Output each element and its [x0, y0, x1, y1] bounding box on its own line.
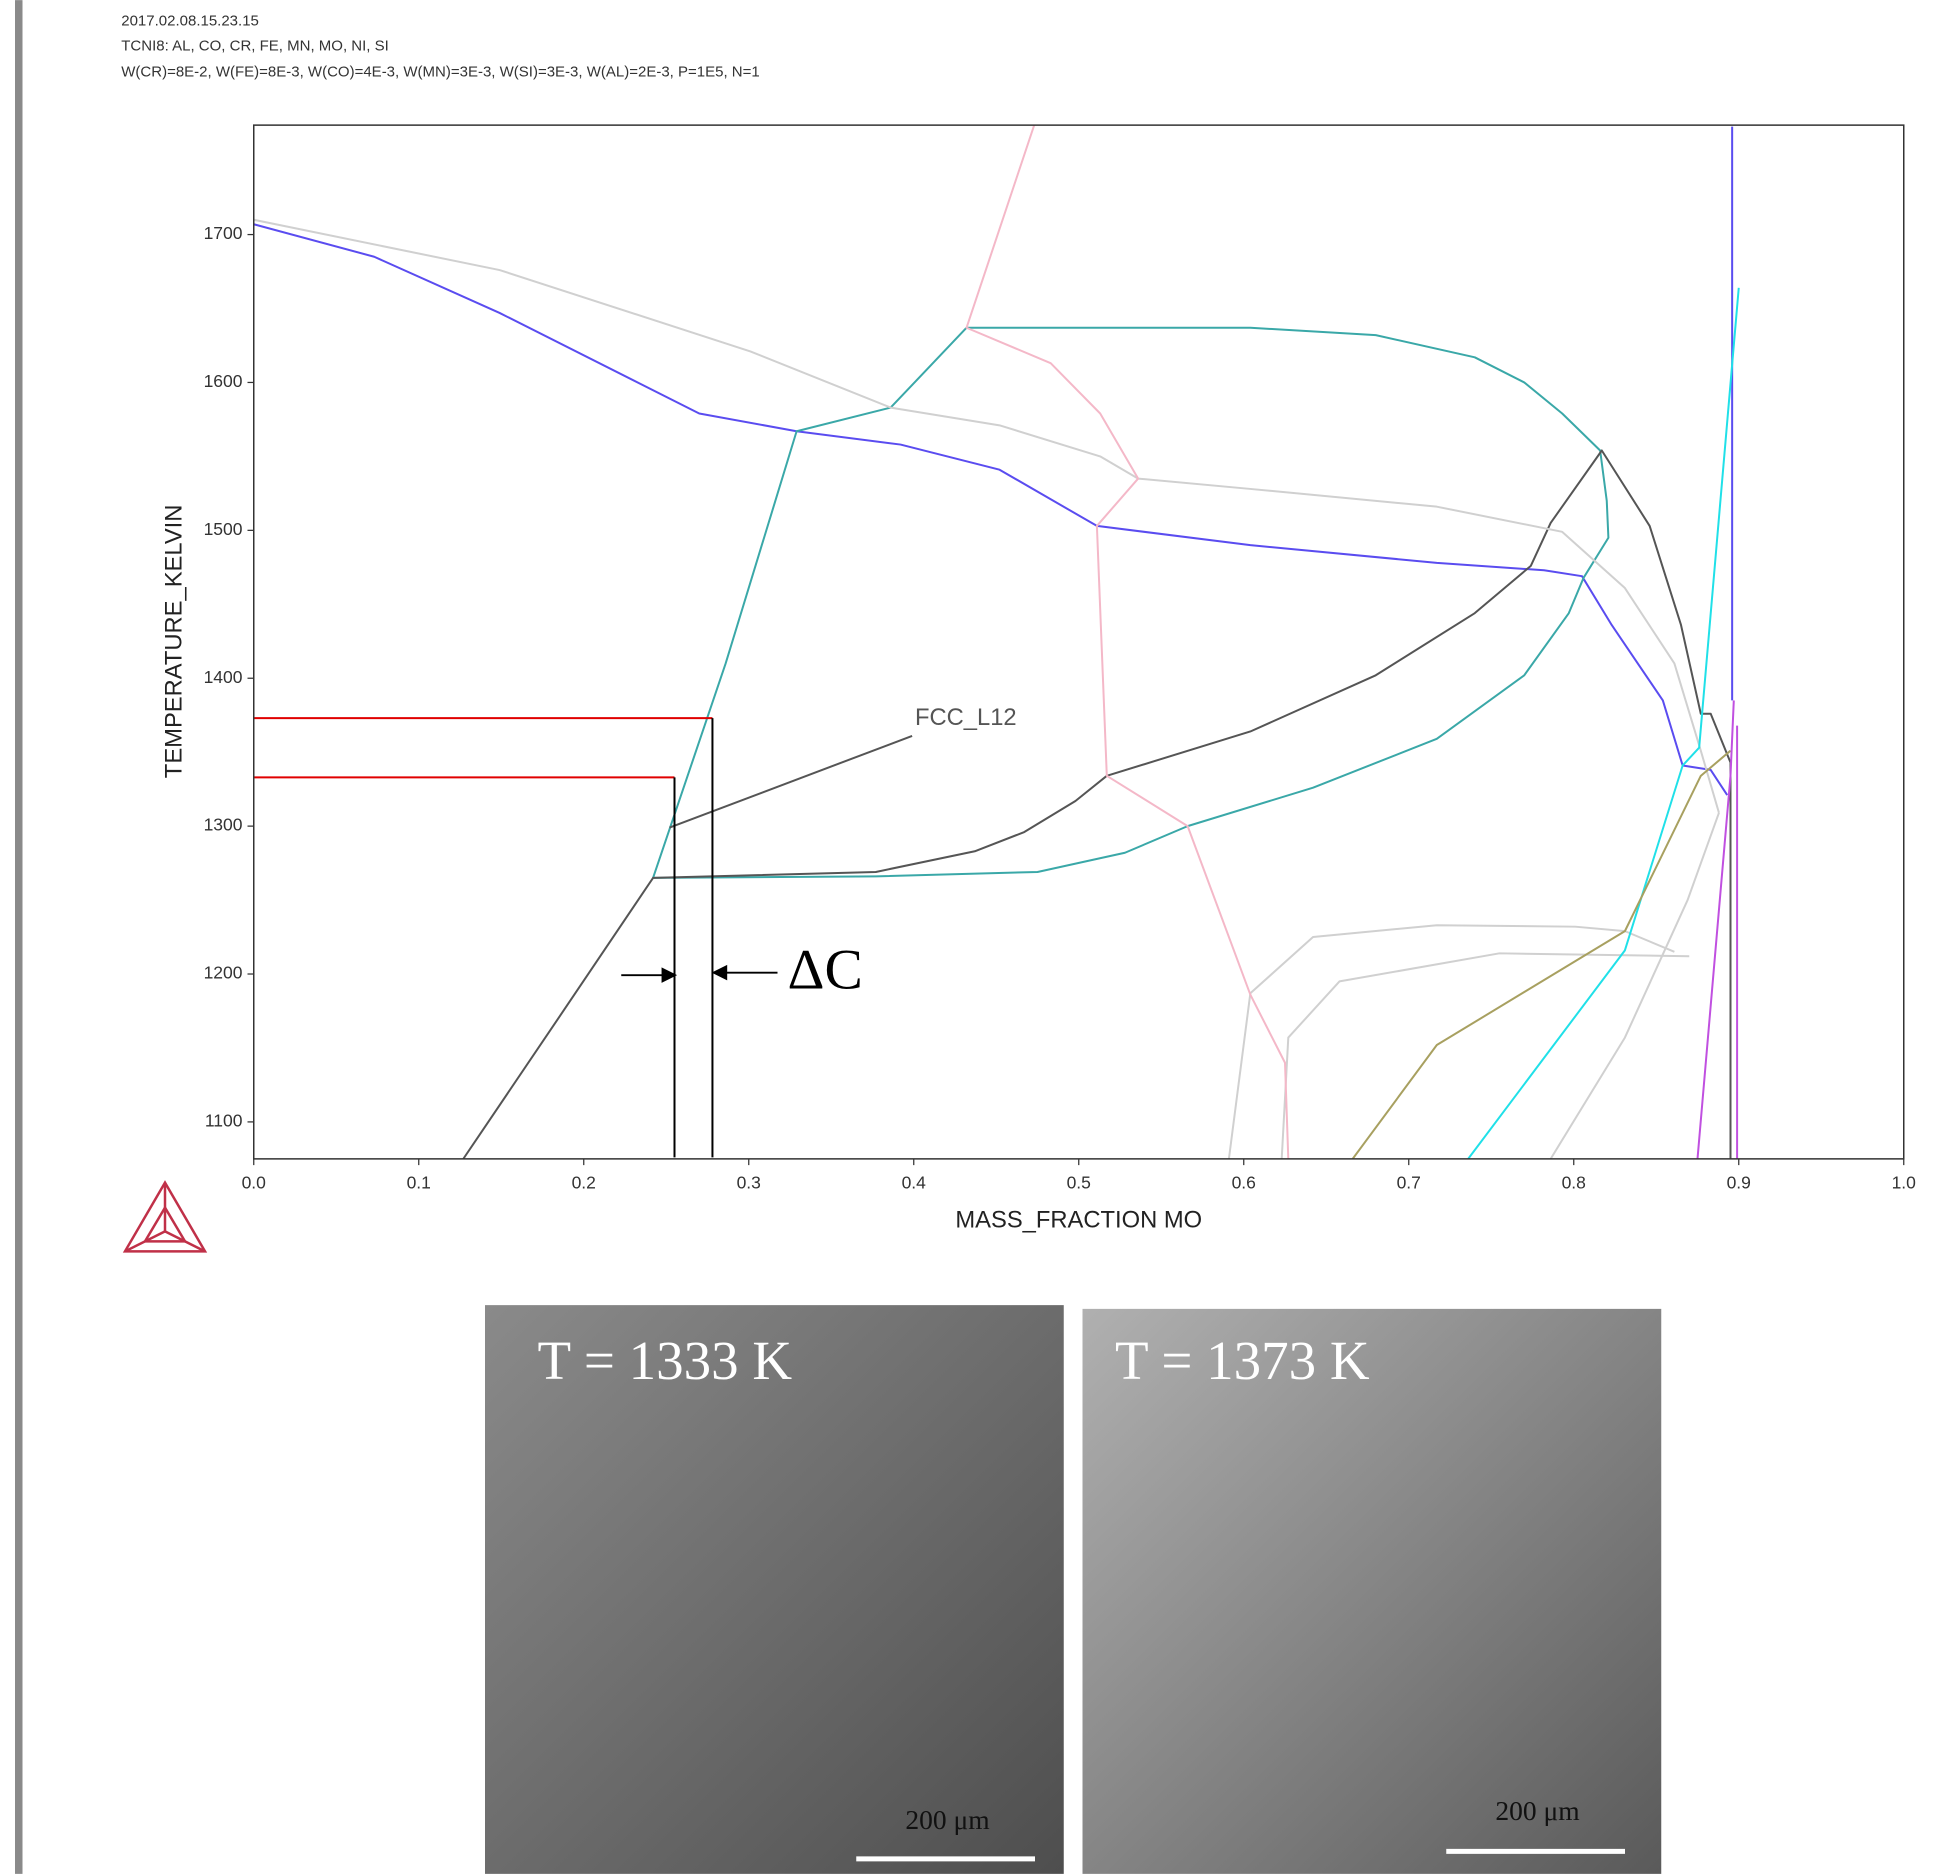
y-tick-label: 1200: [204, 963, 243, 983]
plot: 0.0 0.1 0.2 0.3 0.4 0.5 0.6 0.7 0.8 0.9 1.0 1100 120…: [204, 124, 1917, 1193]
x-tick-label: 0.3: [737, 1173, 761, 1193]
y-tick-label: 1600: [204, 371, 243, 391]
header-timestamp: 2017.02.08.15.23.15: [121, 12, 259, 29]
left-border: [15, 0, 23, 1874]
y-tick-label: 1100: [205, 1111, 243, 1131]
phase-boundary: [965, 124, 1290, 1159]
phase-boundary: [1696, 700, 1735, 1159]
plot-frame: [253, 124, 1905, 1160]
y-tick-label: 1400: [204, 667, 243, 687]
phase-boundary: [1467, 287, 1740, 1160]
micrograph-image: [1082, 1308, 1662, 1874]
x-tick-label: 1.0: [1892, 1173, 1917, 1193]
delta-c-label: ΔC: [788, 938, 863, 1001]
phase-boundary: [652, 326, 1610, 879]
phase-boundary: [1227, 924, 1675, 1160]
x-tick-label: 0.9: [1727, 1173, 1751, 1193]
y-tick-label: 1500: [204, 519, 243, 539]
x-tick-label: 0.7: [1397, 1173, 1421, 1193]
x-tick-label: 0.4: [902, 1173, 927, 1193]
x-tick-label: 0.2: [572, 1173, 596, 1193]
x-tick-label: 0.6: [1232, 1173, 1256, 1193]
logo: [122, 1180, 208, 1253]
phase-boundary: [462, 449, 1732, 1160]
phase-boundary: [1280, 952, 1690, 1159]
y-axis-label: TEMPERATURE_KELVIN: [160, 505, 187, 779]
header-system: TCNI8: AL, CO, CR, FE, MN, MO, NI, SI: [121, 37, 389, 54]
x-tick-label: 0.1: [407, 1173, 431, 1193]
x-tick-label: 0.5: [1067, 1173, 1091, 1193]
phase-boundary: [1549, 812, 1720, 1160]
phase-boundary: [253, 223, 1729, 796]
scale-bar-label: 200 μm: [1495, 1795, 1579, 1826]
x-tick-label: 0.0: [242, 1173, 267, 1193]
header-conditions: W(CR)=8E-2, W(FE)=8E-3, W(CO)=4E-3, W(MN…: [121, 64, 759, 81]
x-tick-label: 0.8: [1562, 1173, 1586, 1193]
delta-c-arrows: [621, 964, 778, 983]
phase-boundary: [669, 734, 913, 829]
micrograph-label: T = 1373 K: [1115, 1330, 1370, 1391]
phase-label: FCC_L12: [915, 704, 1017, 731]
micrograph-image: [485, 1305, 1064, 1874]
phase-boundary: [1351, 749, 1732, 1160]
phase-boundary: [253, 218, 1720, 814]
x-axis-label: MASS_FRACTION MO: [955, 1207, 1202, 1234]
y-tick-label: 1300: [204, 815, 243, 835]
y-tick-label: 1700: [204, 223, 243, 243]
scale-bar-label: 200 μm: [905, 1804, 989, 1835]
micrograph-label: T = 1333 K: [538, 1330, 793, 1391]
